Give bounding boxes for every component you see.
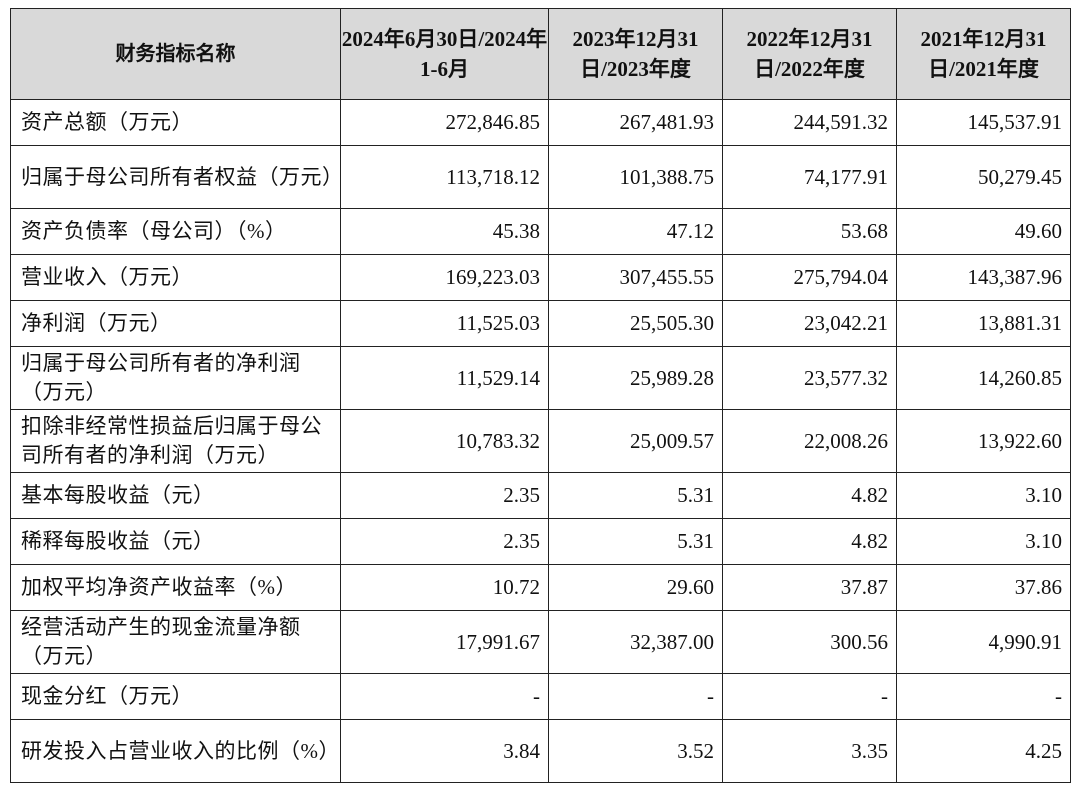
table-row: 研发投入占营业收入的比例（%） 3.84 3.52 3.35 4.25 [10, 719, 1071, 783]
cell-2023: 25,989.28 [548, 346, 723, 410]
cell-2023: 267,481.93 [548, 99, 723, 146]
table-header-row: 财务指标名称 2024年6月30日/2024年1-6月 2023年12月31日/… [10, 8, 1071, 100]
table-row: 基本每股收益（元） 2.35 5.31 4.82 3.10 [10, 472, 1071, 519]
cell-2022: 37.87 [722, 564, 897, 611]
cell-2024-h1: 10,783.32 [340, 409, 549, 473]
header-2024-h1: 2024年6月30日/2024年1-6月 [340, 8, 549, 100]
cell-2021: 3.10 [896, 472, 1071, 519]
cell-2021: 4.25 [896, 719, 1071, 783]
row-label: 营业收入（万元） [10, 254, 341, 301]
cell-2023: 101,388.75 [548, 145, 723, 209]
row-label: 资产总额（万元） [10, 99, 341, 146]
row-label: 扣除非经常性损益后归属于母公司所有者的净利润（万元） [10, 409, 341, 473]
header-indicator-name: 财务指标名称 [10, 8, 341, 100]
cell-2022: 22,008.26 [722, 409, 897, 473]
row-label: 加权平均净资产收益率（%） [10, 564, 341, 611]
cell-2022: 23,042.21 [722, 300, 897, 347]
cell-2021: - [896, 673, 1071, 720]
financial-indicators-table: 财务指标名称 2024年6月30日/2024年1-6月 2023年12月31日/… [10, 8, 1071, 783]
row-label: 基本每股收益（元） [10, 472, 341, 519]
cell-2023: 307,455.55 [548, 254, 723, 301]
cell-2024-h1: 45.38 [340, 208, 549, 255]
cell-2023: - [548, 673, 723, 720]
cell-2022: 4.82 [722, 472, 897, 519]
cell-2022: - [722, 673, 897, 720]
row-label: 研发投入占营业收入的比例（%） [10, 719, 341, 783]
cell-2024-h1: 11,529.14 [340, 346, 549, 410]
row-label: 归属于母公司所有者权益（万元） [10, 145, 341, 209]
cell-2021: 143,387.96 [896, 254, 1071, 301]
cell-2024-h1: 17,991.67 [340, 610, 549, 674]
cell-2021: 13,922.60 [896, 409, 1071, 473]
cell-2022: 74,177.91 [722, 145, 897, 209]
cell-2024-h1: 3.84 [340, 719, 549, 783]
cell-2023: 25,505.30 [548, 300, 723, 347]
table-row: 经营活动产生的现金流量净额（万元） 17,991.67 32,387.00 30… [10, 610, 1071, 674]
table-row: 稀释每股收益（元） 2.35 5.31 4.82 3.10 [10, 518, 1071, 565]
cell-2023: 25,009.57 [548, 409, 723, 473]
cell-2021: 145,537.91 [896, 99, 1071, 146]
cell-2024-h1: 11,525.03 [340, 300, 549, 347]
cell-2022: 275,794.04 [722, 254, 897, 301]
cell-2021: 37.86 [896, 564, 1071, 611]
table-row: 归属于母公司所有者权益（万元） 113,718.12 101,388.75 74… [10, 145, 1071, 209]
cell-2024-h1: 169,223.03 [340, 254, 549, 301]
table-row: 现金分红（万元） - - - - [10, 673, 1071, 720]
cell-2022: 244,591.32 [722, 99, 897, 146]
cell-2022: 3.35 [722, 719, 897, 783]
cell-2024-h1: 113,718.12 [340, 145, 549, 209]
row-label: 净利润（万元） [10, 300, 341, 347]
row-label: 资产负债率（母公司）（%） [10, 208, 341, 255]
cell-2023: 5.31 [548, 518, 723, 565]
cell-2024-h1: 2.35 [340, 518, 549, 565]
header-2021: 2021年12月31日/2021年度 [896, 8, 1071, 100]
cell-2023: 47.12 [548, 208, 723, 255]
row-label: 稀释每股收益（元） [10, 518, 341, 565]
row-label: 经营活动产生的现金流量净额（万元） [10, 610, 341, 674]
cell-2022: 300.56 [722, 610, 897, 674]
table-row: 扣除非经常性损益后归属于母公司所有者的净利润（万元） 10,783.32 25,… [10, 409, 1071, 473]
cell-2024-h1: 10.72 [340, 564, 549, 611]
cell-2022: 53.68 [722, 208, 897, 255]
financial-indicators-table-container: 财务指标名称 2024年6月30日/2024年1-6月 2023年12月31日/… [10, 8, 1071, 783]
cell-2021: 3.10 [896, 518, 1071, 565]
cell-2023: 3.52 [548, 719, 723, 783]
cell-2024-h1: 272,846.85 [340, 99, 549, 146]
cell-2023: 29.60 [548, 564, 723, 611]
table-row: 归属于母公司所有者的净利润（万元） 11,529.14 25,989.28 23… [10, 346, 1071, 410]
cell-2024-h1: 2.35 [340, 472, 549, 519]
table-row: 资产负债率（母公司）（%） 45.38 47.12 53.68 49.60 [10, 208, 1071, 255]
row-label: 归属于母公司所有者的净利润（万元） [10, 346, 341, 410]
cell-2021: 49.60 [896, 208, 1071, 255]
cell-2021: 4,990.91 [896, 610, 1071, 674]
header-2022: 2022年12月31日/2022年度 [722, 8, 897, 100]
table-row: 净利润（万元） 11,525.03 25,505.30 23,042.21 13… [10, 300, 1071, 347]
cell-2023: 5.31 [548, 472, 723, 519]
cell-2023: 32,387.00 [548, 610, 723, 674]
cell-2022: 23,577.32 [722, 346, 897, 410]
cell-2021: 50,279.45 [896, 145, 1071, 209]
table-row: 资产总额（万元） 272,846.85 267,481.93 244,591.3… [10, 99, 1071, 146]
cell-2024-h1: - [340, 673, 549, 720]
header-2023: 2023年12月31日/2023年度 [548, 8, 723, 100]
cell-2022: 4.82 [722, 518, 897, 565]
cell-2021: 13,881.31 [896, 300, 1071, 347]
cell-2021: 14,260.85 [896, 346, 1071, 410]
table-row: 加权平均净资产收益率（%） 10.72 29.60 37.87 37.86 [10, 564, 1071, 611]
table-row: 营业收入（万元） 169,223.03 307,455.55 275,794.0… [10, 254, 1071, 301]
row-label: 现金分红（万元） [10, 673, 341, 720]
